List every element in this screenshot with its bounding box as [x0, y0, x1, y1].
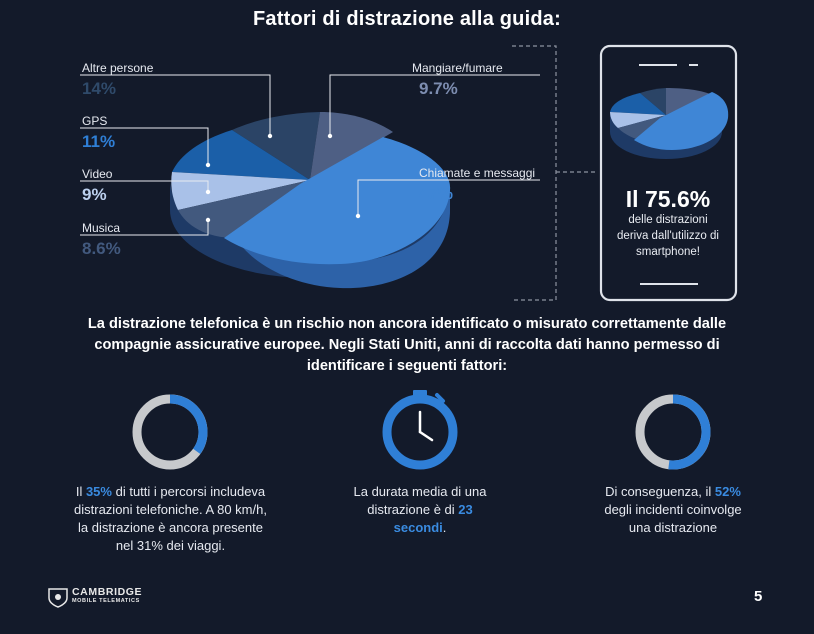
fact-duration: La durata media di una distrazione è di … [345, 483, 495, 537]
logo-wordmark: CAMBRIDGE MOBILE TELEMATICS [72, 587, 142, 605]
fact-highlight: 35% [85, 484, 112, 499]
pie-label-altre-persone: Altre persone [82, 61, 154, 75]
fact-accidents: Di conseguenza, il 52% degli incidenti c… [593, 483, 753, 537]
cambridge-logo-icon [48, 588, 68, 608]
pie-label-video: Video [82, 167, 113, 181]
smartphone-caption-line: smartphone! [636, 246, 700, 258]
smartphone-caption-line: delle distrazioni [628, 214, 708, 226]
pie-slice-gps [172, 130, 310, 180]
fact-highlight: 23 secondi [393, 502, 473, 535]
pie-label-chiamate-messaggi: Chiamate e messaggi [419, 166, 536, 180]
page-title: Fattori di distrazione alla guida: [253, 8, 561, 30]
donut-chart-35 [132, 394, 208, 470]
fact-text: La durata media di una distrazione è di [353, 484, 487, 517]
pie-value-altre-persone: 14% [82, 79, 117, 98]
stopwatch-icon [382, 390, 458, 470]
pie-slice-chiamate [224, 137, 451, 265]
logo-line1: CAMBRIDGE [72, 586, 143, 598]
fact-text: degli incidenti coinvolge una distrazion… [604, 502, 742, 535]
pie-value-gps: 11% [82, 132, 116, 151]
smartphone-stat: Il 75.6% [625, 186, 711, 212]
intro-paragraph: La distrazione telefonica è un rischio n… [87, 316, 727, 374]
pie-value-video: 9% [82, 185, 107, 204]
fact-text: Di conseguenza, il [605, 484, 715, 499]
fact-trips-distraction: Il 35% di tutti i percorsi includeva dis… [68, 483, 273, 555]
pie-label-musica: Musica [82, 221, 121, 235]
pie-label-mangiare-fumare: Mangiare/fumare [412, 61, 503, 75]
pie-slice-musica [178, 180, 310, 238]
pie-slice-mangiare [310, 112, 393, 180]
pie-value-chiamate-messaggi: 47% [419, 184, 454, 203]
fact-highlight: 52% [714, 484, 741, 499]
donut-chart-52 [635, 394, 711, 470]
pie-value-mangiare-fumare: 9.7% [419, 79, 458, 98]
fact-text: di tutti i percorsi includeva distrazion… [74, 484, 267, 553]
fact-text: Il [75, 484, 86, 499]
fact-text: . [442, 520, 447, 535]
pie-label-gps: GPS [82, 114, 108, 128]
smartphone-caption: delle distrazioni deriva dall'utilizzo d… [598, 212, 738, 260]
pie-slice-altre [232, 112, 320, 180]
pie-chart [170, 112, 451, 289]
smartphone-caption-line: deriva dall'utilizzo di [617, 230, 719, 242]
pie-value-musica: 8.6% [82, 239, 121, 258]
logo-line2: MOBILE TELEMATICS [72, 598, 140, 604]
leader-dots [205, 133, 361, 223]
smartphone-icon [599, 44, 738, 302]
dashed-connector [512, 45, 598, 301]
leader-lines [80, 74, 540, 236]
page-number: 5 [754, 588, 763, 605]
